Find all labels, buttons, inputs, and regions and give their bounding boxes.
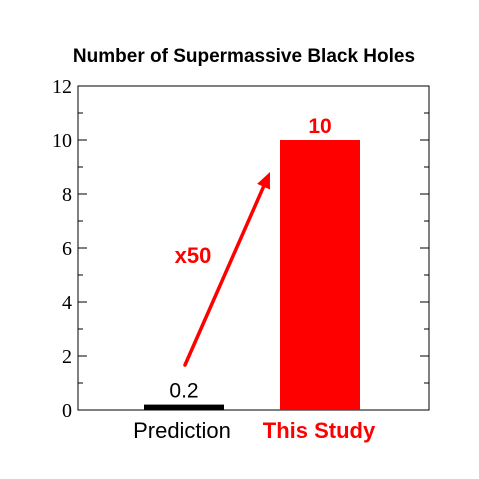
bar-prediction (144, 404, 224, 410)
chart-title: Number of Supermassive Black Holes (73, 46, 415, 67)
x-category-label-this-study: This Study (263, 418, 376, 443)
x-category-label-prediction: Prediction (133, 418, 231, 443)
annotation-arrow-head (257, 172, 270, 190)
annotation-label: x50 (175, 243, 212, 268)
y-tick-label-0: 0 (62, 400, 72, 422)
y-axis-ticks (78, 85, 429, 411)
bar-this-study (280, 140, 360, 410)
value-label-prediction: 0.2 (169, 380, 198, 403)
y-axis-tick-labels: 0 2 4 6 8 10 12 (52, 76, 72, 422)
y-tick-label-12: 12 (52, 76, 72, 98)
y-tick-label-8: 8 (62, 184, 72, 206)
plot-frame (77, 85, 430, 411)
y-tick-label-10: 10 (52, 130, 72, 152)
y-tick-label-2: 2 (62, 346, 72, 368)
annotation-arrow-line (183, 183, 267, 367)
y-tick-label-6: 6 (62, 238, 72, 260)
value-label-this-study: 10 (308, 115, 331, 138)
y-tick-label-4: 4 (62, 292, 72, 314)
